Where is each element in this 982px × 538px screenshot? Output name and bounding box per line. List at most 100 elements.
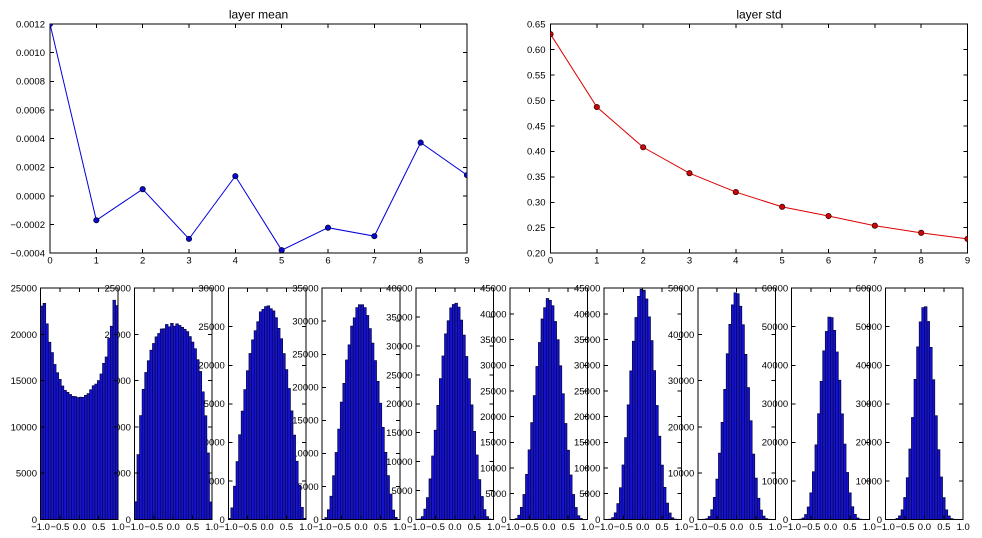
- svg-text:−0.0004: −0.0004: [10, 249, 45, 260]
- svg-text:15000: 15000: [11, 376, 37, 387]
- svg-text:−1.0: −1.0: [501, 522, 520, 533]
- svg-text:0: 0: [548, 256, 553, 267]
- svg-text:0.5: 0.5: [749, 522, 762, 533]
- svg-text:5000: 5000: [298, 482, 319, 493]
- svg-text:0.45: 0.45: [527, 121, 546, 132]
- svg-text:5000: 5000: [579, 489, 600, 500]
- svg-text:5000: 5000: [485, 489, 506, 500]
- svg-text:1.0: 1.0: [299, 522, 312, 533]
- svg-text:0.25: 0.25: [527, 223, 546, 234]
- svg-text:0.0: 0.0: [260, 522, 273, 533]
- svg-text:layer mean: layer mean: [229, 8, 288, 22]
- svg-text:5000: 5000: [204, 476, 225, 487]
- svg-text:0.0000: 0.0000: [16, 191, 45, 202]
- svg-text:5000: 5000: [391, 486, 412, 497]
- svg-text:0.35: 0.35: [527, 172, 546, 183]
- svg-text:0.0: 0.0: [354, 522, 367, 533]
- svg-text:0: 0: [689, 515, 694, 526]
- svg-text:1.0: 1.0: [111, 522, 124, 533]
- svg-text:−0.5: −0.5: [614, 522, 633, 533]
- svg-text:0: 0: [47, 256, 52, 267]
- svg-text:0.5: 0.5: [186, 522, 199, 533]
- svg-text:1.0: 1.0: [769, 522, 782, 533]
- svg-text:0.5: 0.5: [280, 522, 293, 533]
- svg-text:1: 1: [94, 256, 99, 267]
- svg-text:−1.0: −1.0: [876, 522, 895, 533]
- svg-text:−0.5: −0.5: [896, 522, 915, 533]
- svg-text:0.0010: 0.0010: [16, 48, 45, 59]
- svg-text:0.0012: 0.0012: [16, 19, 45, 30]
- svg-text:−0.5: −0.5: [332, 522, 351, 533]
- svg-text:0.0: 0.0: [448, 522, 461, 533]
- svg-text:−1.0: −1.0: [595, 522, 614, 533]
- svg-text:5000: 5000: [16, 469, 37, 480]
- svg-text:6: 6: [826, 256, 831, 267]
- svg-text:0.60: 0.60: [527, 45, 546, 56]
- svg-text:5: 5: [279, 256, 284, 267]
- svg-text:3: 3: [186, 256, 191, 267]
- svg-text:−0.0002: −0.0002: [10, 220, 45, 231]
- svg-text:−0.5: −0.5: [238, 522, 257, 533]
- svg-text:−1.0: −1.0: [407, 522, 426, 533]
- svg-text:−1.0: −1.0: [125, 522, 144, 533]
- svg-text:−1.0: −1.0: [688, 522, 707, 533]
- svg-text:0: 0: [595, 515, 600, 526]
- svg-text:7: 7: [372, 256, 377, 267]
- svg-text:0.5: 0.5: [655, 522, 668, 533]
- svg-text:0: 0: [783, 515, 788, 526]
- svg-text:1: 1: [594, 256, 599, 267]
- svg-text:0: 0: [32, 515, 37, 526]
- svg-text:8: 8: [418, 256, 423, 267]
- svg-text:3: 3: [687, 256, 692, 267]
- svg-text:0.40: 0.40: [527, 147, 546, 158]
- svg-text:0: 0: [877, 515, 882, 526]
- svg-text:0.0004: 0.0004: [16, 134, 45, 145]
- svg-text:9: 9: [464, 256, 469, 267]
- svg-text:2: 2: [641, 256, 646, 267]
- svg-text:0.0: 0.0: [542, 522, 555, 533]
- svg-text:1.0: 1.0: [863, 522, 876, 533]
- svg-text:0: 0: [220, 515, 225, 526]
- svg-text:25000: 25000: [11, 284, 37, 295]
- svg-text:0.0: 0.0: [730, 522, 743, 533]
- svg-text:2: 2: [140, 256, 145, 267]
- svg-text:−0.5: −0.5: [708, 522, 727, 533]
- svg-text:0.55: 0.55: [527, 70, 546, 81]
- svg-text:−1.0: −1.0: [782, 522, 801, 533]
- svg-text:1.0: 1.0: [581, 522, 594, 533]
- svg-text:7: 7: [872, 256, 877, 267]
- svg-text:0: 0: [126, 515, 131, 526]
- svg-text:1.0: 1.0: [675, 522, 688, 533]
- svg-text:0.0: 0.0: [167, 522, 180, 533]
- svg-text:1.0: 1.0: [393, 522, 406, 533]
- svg-text:4: 4: [233, 256, 238, 267]
- svg-text:−1.0: −1.0: [313, 522, 332, 533]
- svg-text:8: 8: [919, 256, 924, 267]
- svg-text:0.0: 0.0: [636, 522, 649, 533]
- svg-text:0.5: 0.5: [374, 522, 387, 533]
- svg-text:0.0: 0.0: [73, 522, 86, 533]
- svg-text:0.30: 0.30: [527, 198, 546, 209]
- svg-text:−0.5: −0.5: [51, 522, 70, 533]
- svg-text:−1.0: −1.0: [219, 522, 238, 533]
- svg-text:−0.5: −0.5: [520, 522, 539, 533]
- svg-text:5000: 5000: [110, 469, 131, 480]
- svg-text:9: 9: [965, 256, 970, 267]
- svg-text:0.65: 0.65: [527, 19, 546, 30]
- svg-text:0.5: 0.5: [562, 522, 575, 533]
- svg-text:0.5: 0.5: [468, 522, 481, 533]
- svg-text:0.20: 0.20: [527, 249, 546, 260]
- svg-text:0.0008: 0.0008: [16, 77, 45, 88]
- svg-text:1.0: 1.0: [957, 522, 970, 533]
- svg-text:−0.5: −0.5: [426, 522, 445, 533]
- svg-text:0.0: 0.0: [824, 522, 837, 533]
- svg-text:0: 0: [313, 515, 318, 526]
- svg-text:0.5: 0.5: [937, 522, 950, 533]
- svg-text:6: 6: [325, 256, 330, 267]
- svg-text:10000: 10000: [11, 422, 37, 433]
- svg-text:0: 0: [407, 515, 412, 526]
- svg-text:0.50: 0.50: [527, 96, 546, 107]
- svg-text:0.5: 0.5: [843, 522, 856, 533]
- svg-text:0: 0: [501, 515, 506, 526]
- svg-text:20000: 20000: [11, 330, 37, 341]
